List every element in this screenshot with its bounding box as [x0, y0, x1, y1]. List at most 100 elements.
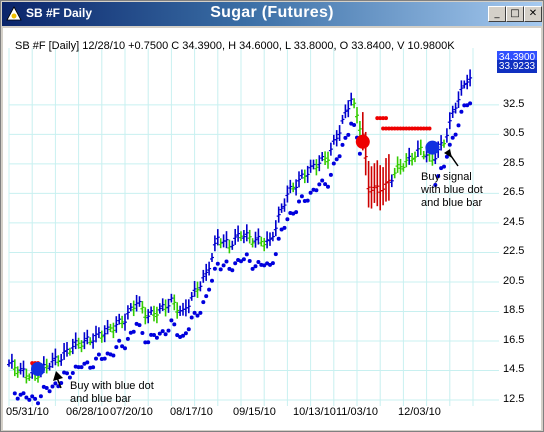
price-plot [7, 48, 499, 406]
sell-stop-dot [378, 116, 383, 121]
stop-dot [47, 389, 52, 394]
y-tick-label: 24.5 [503, 215, 525, 228]
stop-dot [111, 353, 116, 358]
y-tick-label: 14.5 [503, 363, 525, 376]
sell-stop-dot [392, 126, 397, 131]
y-tick-label: 22.5 [503, 245, 525, 258]
stop-dot [114, 345, 119, 350]
stop-dot [233, 261, 238, 266]
buy-annotation-left: Buy with blue dot and blue bar [70, 380, 154, 406]
stop-dot [447, 142, 452, 147]
stop-dot [279, 227, 284, 232]
x-tick-label: 08/17/10 [170, 406, 213, 418]
close-button[interactable]: ✕ [524, 6, 542, 22]
stop-dot [294, 210, 299, 215]
stop-dot [12, 391, 17, 396]
stop-dot [462, 103, 467, 108]
x-tick-label: 05/31/10 [6, 406, 49, 418]
stop-dot [453, 132, 458, 137]
x-tick-label: 11/03/10 [336, 406, 379, 418]
minimize-button[interactable]: _ [488, 6, 506, 22]
stop-dot [204, 294, 209, 299]
annotation-arrow-shaft [448, 152, 459, 167]
stop-dot [181, 333, 185, 338]
stop-dot [459, 109, 464, 114]
stop-dot [328, 172, 333, 177]
stop-dot [299, 194, 304, 199]
y-tick-label: 18.5 [503, 304, 525, 317]
x-tick-label: 12/03/10 [398, 406, 441, 418]
buy-annotation-right: Buy signal with blue dot and blue bar [421, 171, 483, 210]
stop-dot [146, 340, 151, 345]
stop-dot [334, 157, 339, 162]
stop-dot [343, 135, 348, 140]
stop-dot [143, 340, 148, 345]
sell-signal-dot [355, 134, 370, 149]
window-title: SB #F Daily [26, 6, 93, 20]
stop-dot [239, 259, 243, 264]
annotation-line: with blue dot [421, 184, 483, 196]
title-bar[interactable]: SB #F Daily Sugar (Futures) _ □ ✕ [2, 2, 542, 26]
stop-dot [50, 384, 55, 389]
stop-dot [140, 330, 145, 335]
sell-stop-dot [384, 126, 388, 131]
stop-dot [436, 174, 441, 179]
stop-dot [297, 199, 301, 204]
stop-dot [76, 365, 81, 370]
stop-dot [320, 178, 325, 183]
sell-stop-dot [407, 126, 412, 131]
y-tick-label: 30.5 [503, 127, 525, 140]
stop-dot [67, 375, 72, 380]
stop-dot [91, 365, 96, 370]
stop-dot [137, 323, 142, 328]
stop-dot [117, 338, 122, 343]
stop-dot [169, 318, 174, 323]
chart-area[interactable]: SB #F [Daily] 12/28/10 +0.7500 C 34.3900… [3, 28, 541, 430]
stop-dot [317, 182, 322, 187]
stop-dot [30, 394, 35, 399]
sell-stop-dot [427, 126, 432, 131]
maximize-button[interactable]: □ [506, 6, 524, 22]
sell-stop-dot [386, 126, 391, 131]
sell-stop-dot [424, 126, 429, 131]
x-tick-label: 09/15/10 [233, 406, 276, 418]
stop-dot [201, 300, 206, 305]
y-tick-label: 20.5 [503, 274, 525, 287]
stop-dot [33, 396, 38, 401]
sell-stop-dot [404, 126, 409, 131]
stop-dot [210, 278, 214, 283]
stop-dot [256, 260, 261, 265]
stop-dot [305, 198, 310, 203]
stop-dot [285, 217, 290, 222]
stop-dot [166, 328, 171, 333]
sell-stop-dot [415, 126, 420, 131]
annotation-arrow-shaft [55, 374, 62, 389]
stop-dot [340, 142, 345, 147]
stop-dot [44, 386, 49, 391]
y-tick-label: 26.5 [503, 186, 525, 199]
stop-dot [102, 356, 107, 361]
stop-dot [247, 258, 252, 263]
stop-dot [357, 151, 362, 156]
annotation-line: and blue bar [421, 197, 483, 209]
stop-dot [172, 322, 177, 327]
stop-dot [314, 188, 319, 193]
sell-stop-dot [421, 126, 426, 131]
sell-stop-dot [375, 116, 380, 121]
indicator-price-tag: 33.9233 [497, 60, 537, 73]
sell-stop-dot [381, 116, 386, 121]
stop-dot [465, 103, 470, 108]
annotation-line: Buy signal [421, 171, 472, 183]
stop-dot [241, 257, 246, 262]
stop-dot [302, 198, 307, 203]
sell-stop-dot [413, 126, 417, 131]
stop-dot [65, 371, 69, 376]
stop-dot [276, 236, 281, 241]
stop-dot [433, 182, 438, 187]
chart-header: SB #F [Daily] 12/28/10 +0.7500 C 34.3900… [15, 40, 455, 52]
sell-stop-dot [395, 126, 400, 131]
x-tick-label: 07/20/10 [110, 406, 153, 418]
sell-stop-dot [418, 126, 423, 131]
stop-dot [152, 333, 156, 338]
y-tick-label: 32.5 [503, 97, 525, 110]
